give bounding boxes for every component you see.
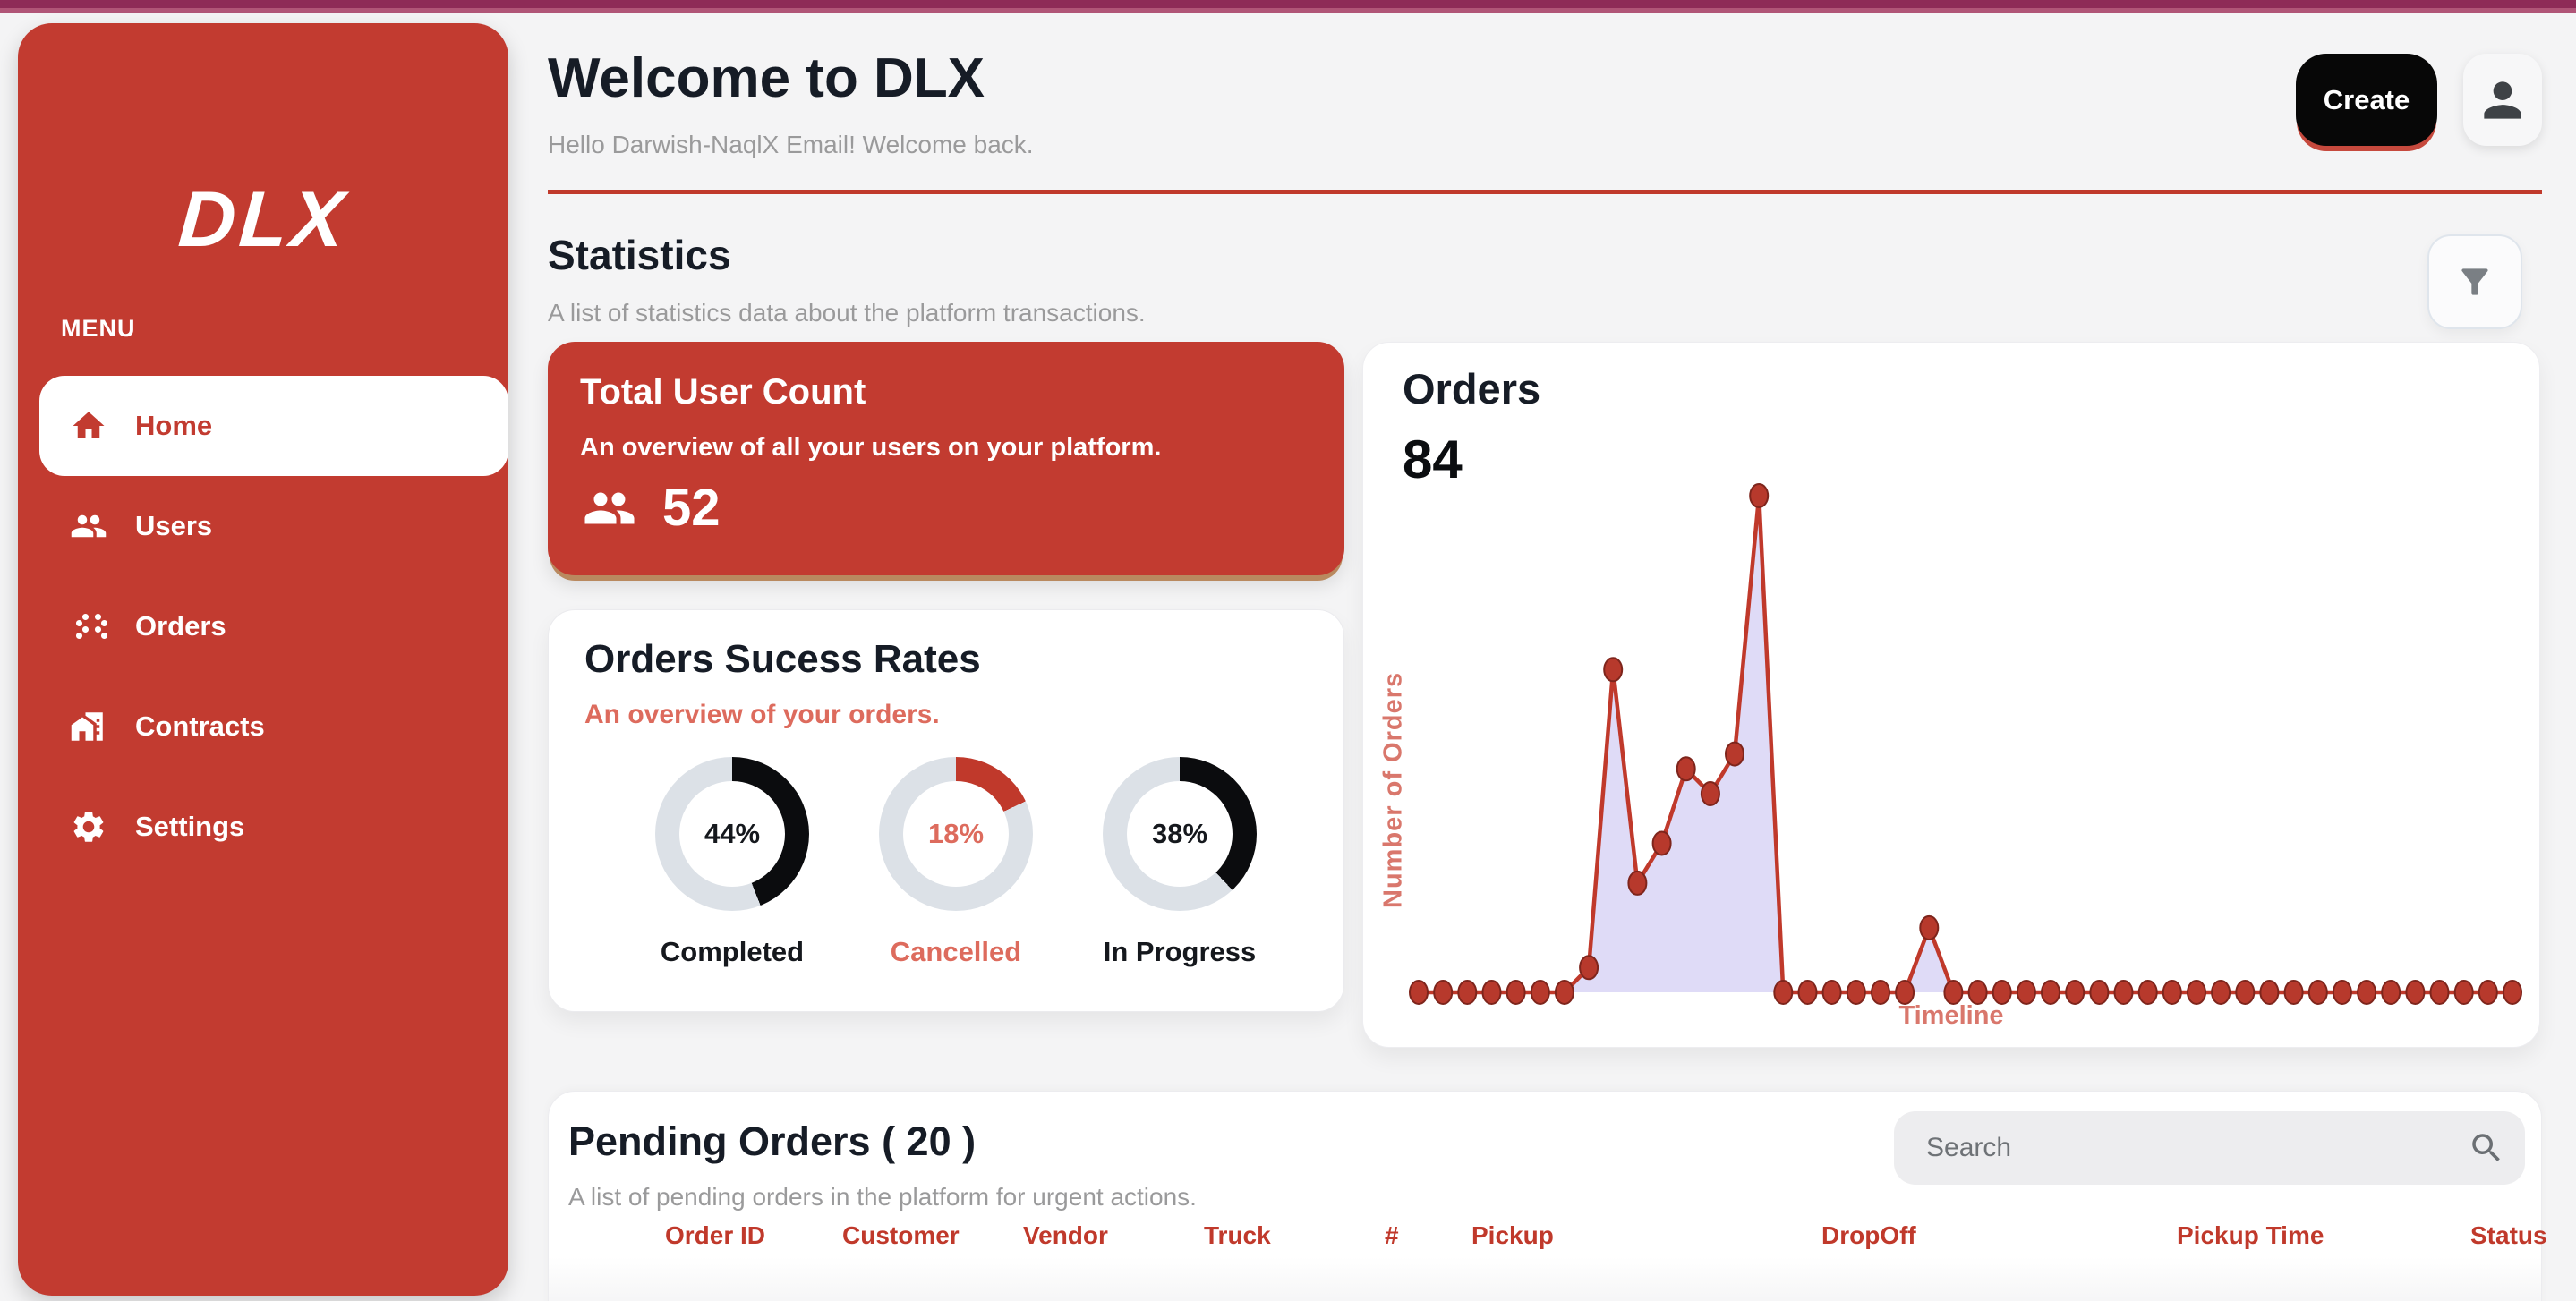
pending-orders-table-header: Order ID Customer Vendor Truck # Pickup … bbox=[549, 1221, 2547, 1261]
top-window-bar-dark-strip bbox=[0, 0, 2576, 8]
orders-chart-xlabel: Timeline bbox=[1898, 1001, 2004, 1030]
sidebar-nav: Home Users Orders Contracts bbox=[18, 376, 508, 877]
top-window-bar-light-strip bbox=[0, 8, 2576, 13]
dlx-logo: DLX bbox=[175, 174, 351, 263]
donut-cancelled: 18% bbox=[879, 757, 1033, 911]
sidebar-item-home[interactable]: Home bbox=[39, 376, 508, 476]
statistics-subtitle: A list of statistics data about the plat… bbox=[548, 299, 1146, 327]
column-header-vendor: Vendor bbox=[1023, 1221, 1108, 1249]
users-count-icon bbox=[584, 492, 635, 523]
settings-icon bbox=[69, 807, 108, 846]
column-header-number: # bbox=[1385, 1221, 1399, 1249]
pending-orders-subtitle: A list of pending orders in the platform… bbox=[568, 1183, 1197, 1211]
pending-orders-title: Pending Orders ( 20 ) bbox=[568, 1118, 977, 1164]
top-window-bar bbox=[0, 0, 2576, 13]
orders-total-value: 84 bbox=[1403, 429, 1463, 489]
donut-inprogress: 38% bbox=[1103, 757, 1257, 911]
sidebar-item-label: Settings bbox=[135, 811, 245, 842]
sidebar-item-label: Contracts bbox=[135, 710, 265, 742]
search-box bbox=[1894, 1111, 2525, 1185]
donut-completed-label: Completed bbox=[660, 936, 805, 967]
page-title: Welcome to DLX bbox=[548, 47, 985, 109]
sidebar-item-label: Orders bbox=[135, 610, 226, 642]
person-icon bbox=[2484, 81, 2521, 119]
column-header-pickup-time: Pickup Time bbox=[2177, 1221, 2324, 1249]
orders-chart-card: Orders 84 Number of Orders Timeline bbox=[1362, 342, 2540, 1048]
total-user-count-card: Total User Count An overview of all your… bbox=[548, 342, 1344, 575]
sidebar-item-settings[interactable]: Settings bbox=[18, 777, 508, 877]
donut-cancelled-block: 18% Cancelled bbox=[844, 757, 1068, 968]
search-icon[interactable] bbox=[2468, 1129, 2505, 1167]
donut-inprogress-block: 38% In Progress bbox=[1068, 757, 1292, 968]
search-input[interactable] bbox=[1924, 1111, 2444, 1185]
donut-inprogress-label: In Progress bbox=[1103, 936, 1257, 967]
sidebar-item-label: Home bbox=[135, 410, 213, 441]
sidebar-item-label: Users bbox=[135, 510, 213, 541]
header-divider bbox=[548, 190, 2542, 194]
total-user-count-value-row: 52 bbox=[580, 478, 721, 538]
donut-cancelled-value: 18% bbox=[927, 818, 985, 849]
orders-icon bbox=[69, 607, 108, 646]
column-header-pickup: Pickup bbox=[1471, 1221, 1554, 1249]
orders-chart-title: Orders bbox=[1403, 365, 1541, 412]
orders-success-rates-card: Orders Sucess Rates An overview of your … bbox=[548, 609, 1344, 1012]
welcome-subtitle: Hello Darwish-NaqlX Email! Welcome back. bbox=[548, 131, 1034, 158]
column-header-truck: Truck bbox=[1204, 1221, 1271, 1249]
column-header-status: Status bbox=[2470, 1221, 2547, 1249]
statistics-title: Statistics bbox=[548, 232, 731, 278]
column-header-order-id: Order ID bbox=[665, 1221, 766, 1249]
home-icon bbox=[69, 406, 108, 446]
column-header-dropoff: DropOff bbox=[1821, 1221, 1916, 1249]
filter-button[interactable] bbox=[2427, 234, 2522, 329]
donut-inprogress-value: 38% bbox=[1151, 818, 1208, 849]
menu-section-label: MENU bbox=[61, 315, 136, 342]
sidebar-item-contracts[interactable]: Contracts bbox=[18, 676, 508, 777]
filter-icon bbox=[2461, 268, 2488, 295]
total-user-count-value: 52 bbox=[662, 479, 721, 537]
orders-success-rates-subtitle: An overview of your orders. bbox=[584, 700, 940, 729]
donut-completed-block: 44% Completed bbox=[620, 757, 844, 968]
avatar[interactable] bbox=[2463, 54, 2542, 146]
donut-cancelled-label: Cancelled bbox=[890, 936, 1022, 967]
total-user-count-subtitle: An overview of all your users on your pl… bbox=[580, 433, 1162, 462]
orders-line-chart bbox=[1409, 483, 2522, 1005]
column-header-customer: Customer bbox=[842, 1221, 960, 1249]
donut-completed: 44% bbox=[655, 757, 809, 911]
pending-orders-card: Pending Orders ( 20 ) A list of pending … bbox=[548, 1091, 2547, 1301]
orders-success-rates-title: Orders Sucess Rates bbox=[584, 637, 981, 681]
sidebar-item-users[interactable]: Users bbox=[18, 476, 508, 576]
donut-completed-value: 44% bbox=[704, 818, 761, 849]
contracts-icon bbox=[69, 707, 108, 746]
create-button[interactable]: Create bbox=[2296, 54, 2437, 146]
total-user-count-title: Total User Count bbox=[580, 372, 866, 412]
sidebar-item-orders[interactable]: Orders bbox=[18, 576, 508, 676]
users-icon bbox=[69, 506, 108, 546]
sidebar: DLX MENU Home Users Orders bbox=[18, 23, 508, 1296]
